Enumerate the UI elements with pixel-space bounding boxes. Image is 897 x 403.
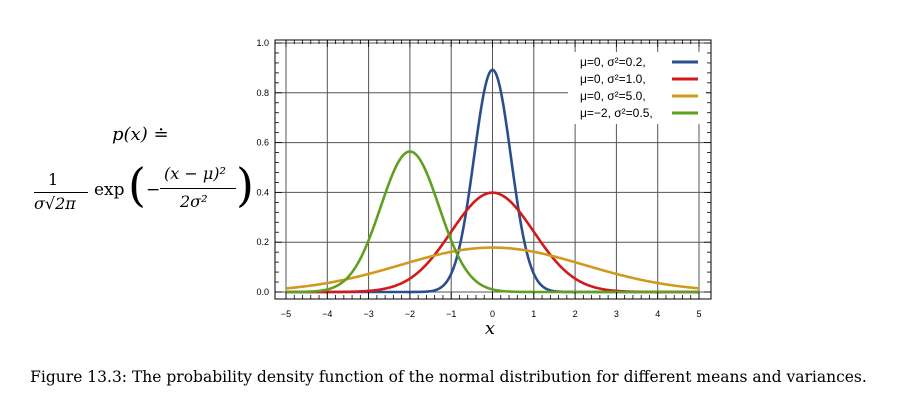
formula-fraction-denominator: σ√2π — [34, 194, 76, 213]
legend-entry-label: μ=0, σ²=5.0, — [580, 89, 646, 103]
y-tick-label: 0.6 — [256, 138, 269, 148]
x-axis-label: x — [485, 318, 495, 339]
chart-legend: μ=0, σ²=0.2, μ=0, σ²=1.0, μ=0, σ²=5.0, μ=−2… — [568, 52, 706, 124]
x-tick-label: −1 — [446, 309, 456, 319]
formula-minus: − — [146, 180, 161, 200]
x-tick-label: −4 — [322, 309, 332, 319]
formula-lhs: p(x) ≐ — [112, 124, 169, 145]
formula-exp: exp — [94, 180, 125, 200]
x-tick-label: 3 — [614, 309, 619, 319]
chart-series — [285, 68, 700, 294]
series-line-4 — [285, 150, 700, 294]
y-tick-label: 0.0 — [256, 287, 269, 297]
x-tick-label: 2 — [573, 309, 578, 319]
y-tick-label: 0.2 — [256, 237, 269, 247]
chart-ticks: −5 −4 −3 −2 −1 0 1 2 3 4 5 0.0 0.2 0.4 0.6 0.8 1.0 — [256, 38, 711, 319]
legend-entry-label: μ=−2, σ²=0.5, — [580, 106, 653, 120]
x-tick-label: −5 — [281, 309, 291, 319]
legend-entry-label: μ=0, σ²=0.2, — [580, 55, 646, 69]
x-tick-label: −2 — [405, 309, 415, 319]
x-tick-label: 0 — [490, 309, 495, 319]
x-tick-label: 5 — [696, 309, 701, 319]
legend-entry-label: μ=0, σ²=1.0, — [580, 72, 646, 86]
formula-exponent-bar — [160, 188, 236, 189]
y-tick-label: 0.8 — [256, 88, 269, 98]
formula-paren-left: ( — [128, 158, 146, 212]
formula-paren-right: ) — [236, 158, 254, 212]
plot-frame — [274, 39, 712, 300]
formula-exponent-denominator: 2σ² — [180, 192, 208, 211]
series-line-3 — [285, 246, 700, 290]
x-tick-label: −3 — [363, 309, 373, 319]
formula-fraction-numerator: 1 — [48, 170, 59, 189]
figure-caption: Figure 13.3: The probability density fun… — [30, 368, 867, 386]
y-tick-label: 0.4 — [256, 187, 269, 197]
formula-exponent-numerator: (x − μ)² — [164, 164, 226, 183]
y-tick-label: 1.0 — [256, 38, 269, 48]
x-tick-label: 1 — [531, 309, 536, 319]
x-tick-label: 4 — [655, 309, 660, 319]
formula-fraction-bar — [34, 192, 88, 193]
